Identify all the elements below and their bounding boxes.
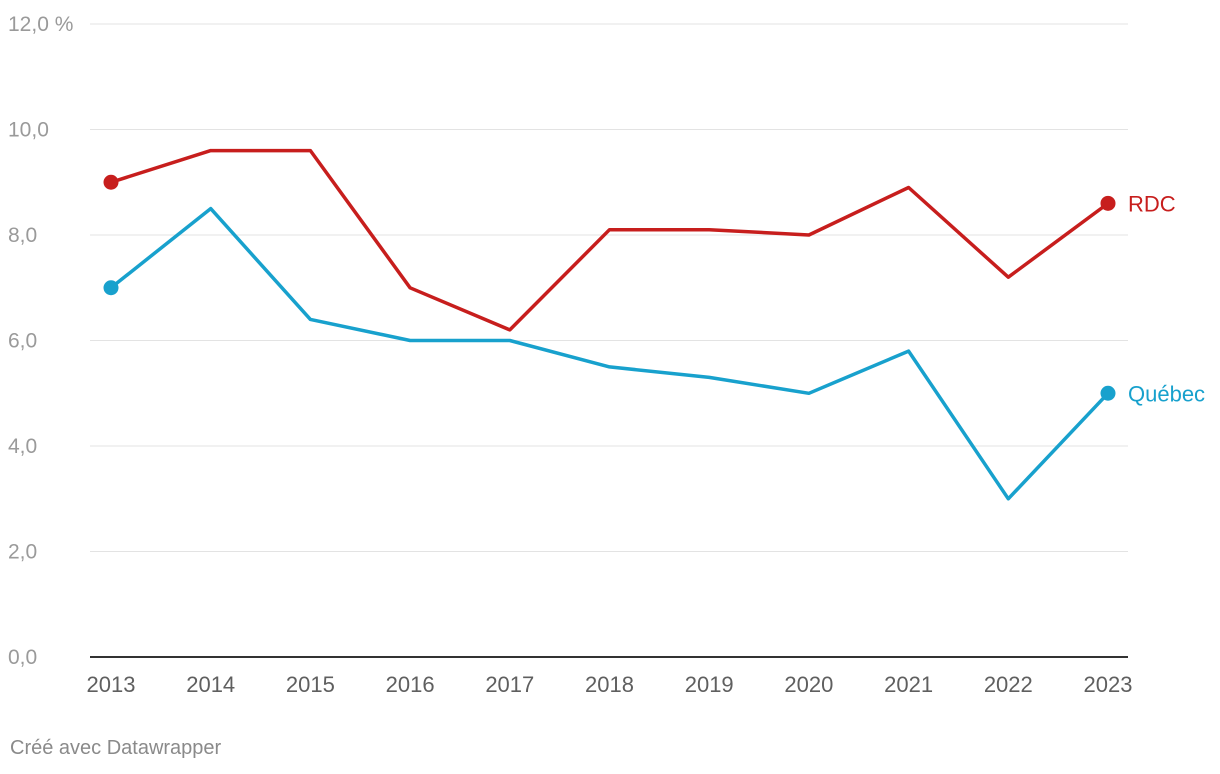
y-tick-label: 6,0 bbox=[8, 330, 37, 353]
x-tick-label: 2018 bbox=[585, 672, 634, 697]
x-tick-label: 2013 bbox=[87, 672, 136, 697]
x-axis-ticks: 2013 2014 2015 2016 2017 2018 2019 2020 2021 2022… bbox=[87, 672, 1133, 697]
x-tick-label: 2023 bbox=[1084, 672, 1133, 697]
x-tick-label: 2014 bbox=[186, 672, 235, 697]
x-tick-label: 2015 bbox=[286, 672, 335, 697]
series-line bbox=[109, 148, 1110, 332]
series-lines: RDC Québec bbox=[103, 148, 1205, 501]
y-tick-label: 12,0 % bbox=[8, 13, 73, 36]
series-0: RDC bbox=[103, 148, 1176, 332]
y-tick-label: 8,0 bbox=[8, 224, 37, 247]
y-tick-label: 2,0 bbox=[8, 541, 37, 564]
x-tick-label: 2017 bbox=[485, 672, 534, 697]
x-tick-label: 2021 bbox=[884, 672, 933, 697]
y-tick-label: 0,0 bbox=[8, 646, 37, 669]
series-line bbox=[109, 206, 1110, 501]
x-tick-label: 2020 bbox=[784, 672, 833, 697]
chart-credit: Créé avec Datawrapper bbox=[10, 737, 222, 759]
y-tick-label: 10,0 bbox=[8, 119, 49, 142]
series-end-marker bbox=[103, 280, 119, 296]
series-label: RDC bbox=[1128, 191, 1176, 216]
series-label: Québec bbox=[1128, 381, 1205, 406]
x-tick-label: 2016 bbox=[386, 672, 435, 697]
series-end-marker bbox=[103, 174, 119, 190]
x-tick-label: 2022 bbox=[984, 672, 1033, 697]
y-axis-ticks: 0,0 2,0 4,0 6,0 8,0 10,0 12,0 % bbox=[8, 13, 73, 669]
x-tick-label: 2019 bbox=[685, 672, 734, 697]
series-1: Québec bbox=[103, 206, 1205, 501]
y-tick-label: 4,0 bbox=[8, 435, 37, 458]
grid-lines bbox=[90, 23, 1128, 658]
series-end-marker bbox=[1100, 385, 1116, 401]
series-end-marker bbox=[1100, 195, 1116, 211]
